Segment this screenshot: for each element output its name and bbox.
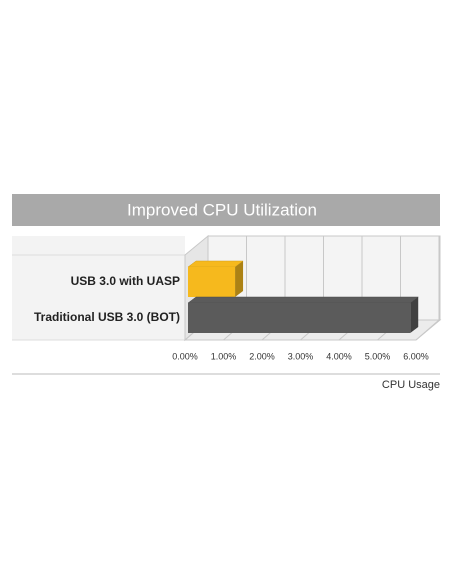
title-band [12, 194, 440, 226]
bar-side [235, 261, 244, 297]
category-label: Traditional USB 3.0 (BOT) [34, 310, 180, 324]
bar-side [410, 297, 419, 333]
x-tick-label: 0.00% [172, 351, 198, 361]
x-tick-label: 1.00% [211, 351, 237, 361]
bar [188, 267, 236, 297]
x-axis-label: CPU Usage [382, 379, 440, 391]
x-tick-label: 5.00% [365, 351, 391, 361]
bar [188, 303, 411, 333]
bar-top [187, 260, 244, 268]
grid-line [415, 319, 440, 341]
x-tick-label: 6.00% [403, 351, 429, 361]
label-panel [12, 236, 185, 340]
x-tick-label: 3.00% [288, 351, 314, 361]
x-tick-label: 4.00% [326, 351, 352, 361]
bar-top [187, 296, 419, 304]
chart-title: Improved CPU Utilization [127, 200, 317, 219]
category-label: USB 3.0 with UASP [71, 274, 180, 288]
x-tick-label: 2.00% [249, 351, 275, 361]
